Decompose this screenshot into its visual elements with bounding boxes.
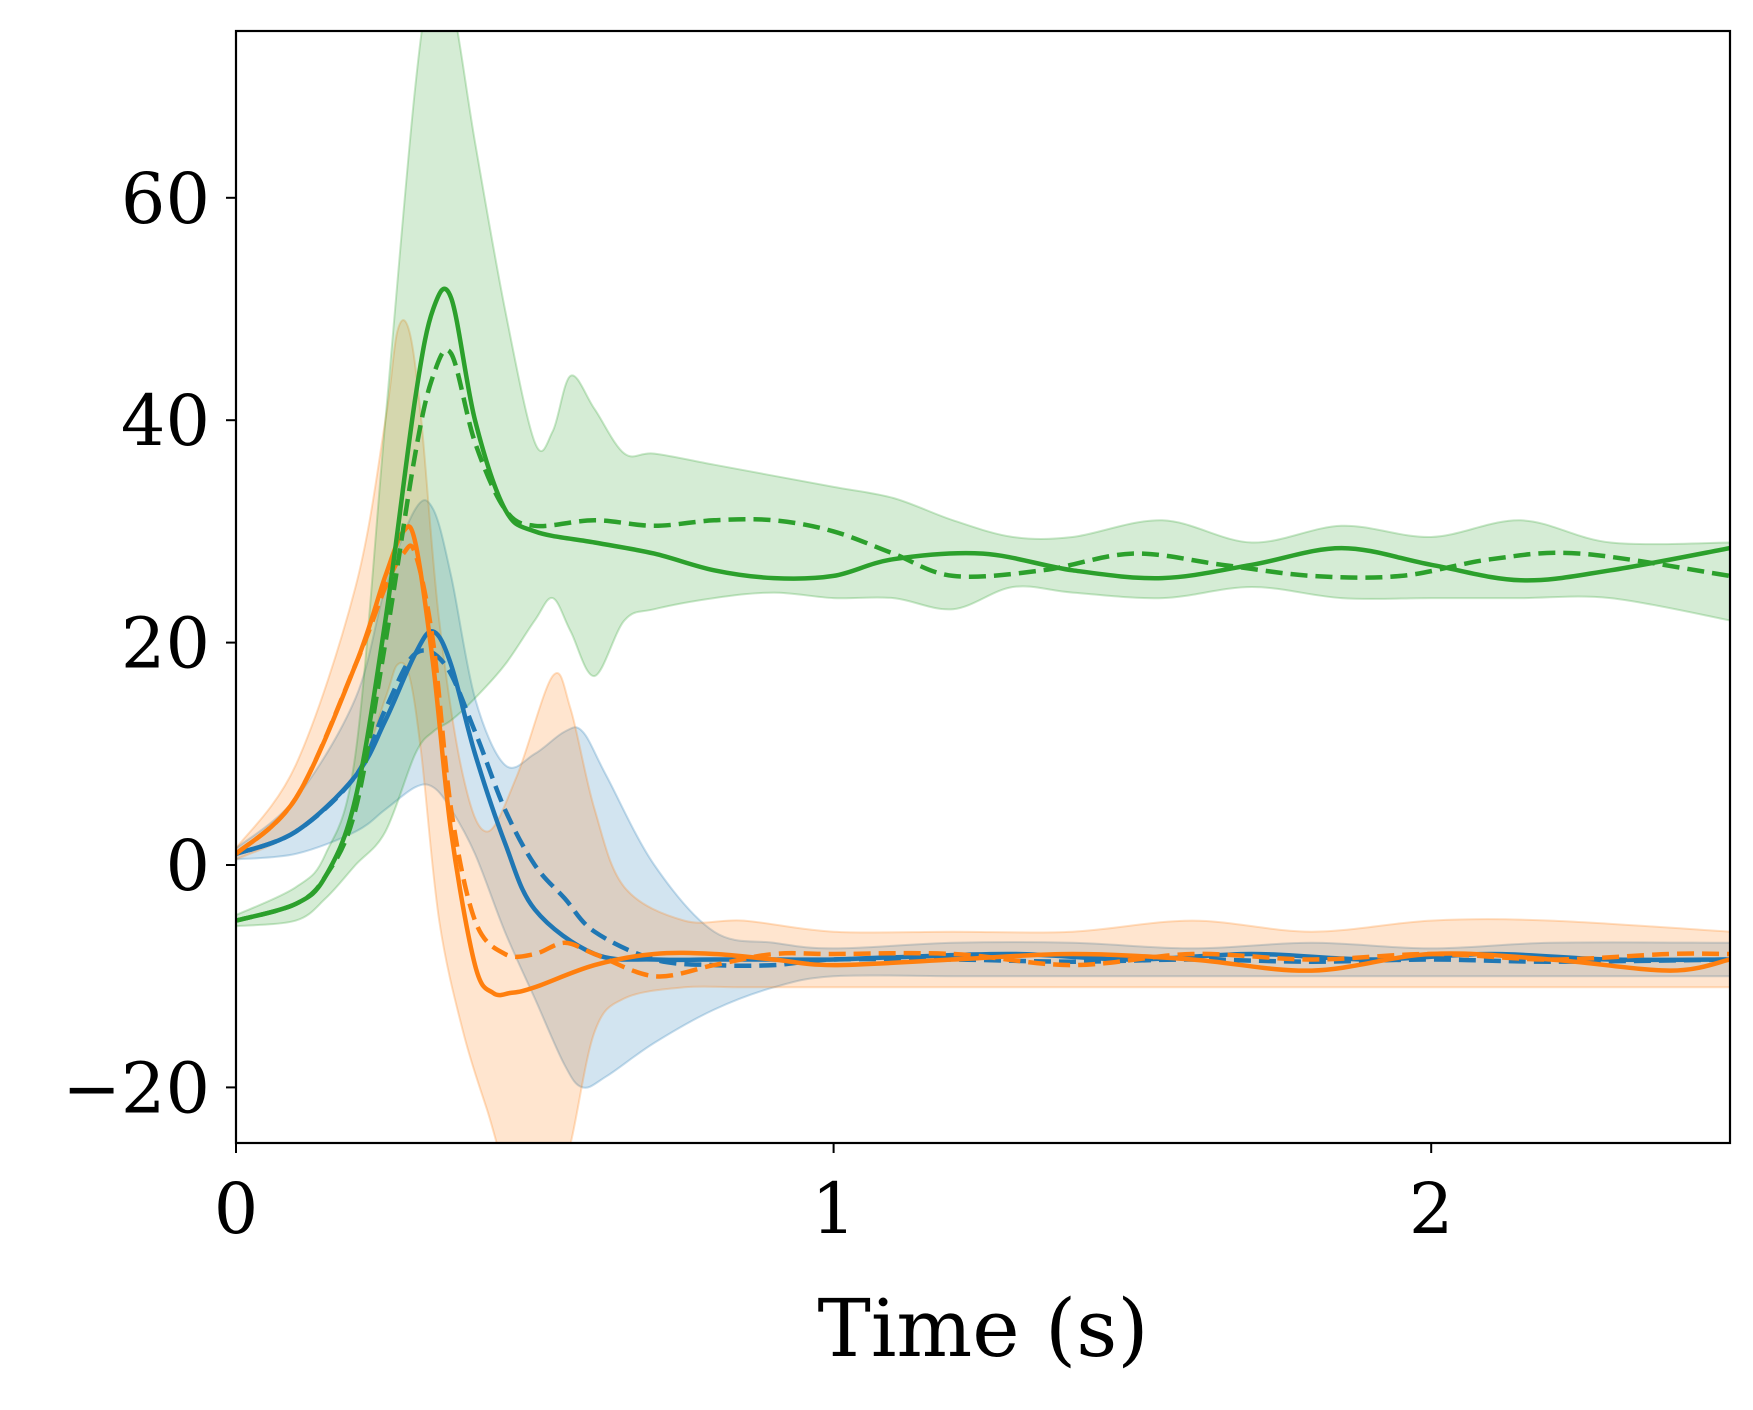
plot-frame — [234, 29, 1732, 1145]
y-tick-label: −20 — [62, 1047, 210, 1129]
y-tick-label: 40 — [121, 380, 210, 462]
confidence-bands — [236, 31, 1730, 1143]
x-axis: 0 1 2 — [214, 1143, 1454, 1250]
series-green-solid — [236, 286, 1730, 923]
x-axis-label: Time (s) — [817, 1282, 1148, 1375]
blue-band — [236, 499, 1730, 1089]
y-tick-label: 0 — [165, 825, 210, 907]
series-lines — [236, 286, 1730, 998]
x-tick-label: 1 — [811, 1168, 856, 1250]
y-tick-label: 60 — [121, 158, 210, 240]
series-green-dashed — [236, 347, 1730, 923]
y-tick-label: 20 — [121, 603, 210, 685]
series-orange-dashed — [236, 543, 1730, 979]
orange-band — [236, 319, 1730, 1143]
x-tick-label: 2 — [1409, 1168, 1454, 1250]
y-axis: −20 0 20 40 60 — [62, 158, 236, 1129]
green-band — [236, 31, 1730, 928]
x-tick-label: 0 — [214, 1168, 259, 1250]
